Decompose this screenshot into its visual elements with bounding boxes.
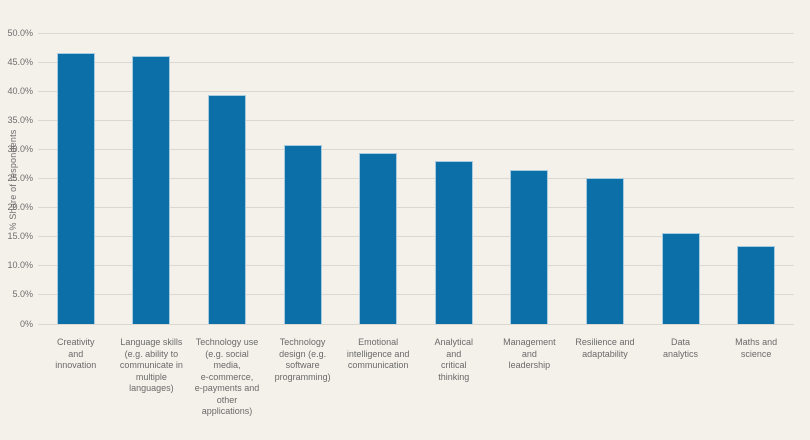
y-tick-label: 30.0% (7, 143, 33, 154)
x-category-label: Maths and science (735, 337, 778, 359)
bar-column (718, 33, 794, 324)
bar-column (492, 33, 568, 324)
bar (132, 56, 171, 324)
x-category-label: Technology design (e.g. software program… (274, 337, 331, 382)
gridline (38, 294, 794, 296)
x-category-label: Technology use (e.g. social media, e-com… (194, 337, 260, 416)
gridline (38, 61, 794, 63)
gridline (38, 265, 794, 267)
gridline (38, 207, 794, 209)
x-category-label: Creativity and innovation (55, 337, 97, 370)
y-tick-label: 35.0% (7, 114, 33, 125)
bar (510, 169, 549, 324)
y-tick-label: 0% (19, 318, 33, 329)
y-tick-label: 15.0% (7, 231, 33, 242)
y-tick-label: 20.0% (7, 202, 33, 213)
y-tick-label: 40.0% (7, 85, 33, 96)
bar (283, 144, 322, 324)
bar (434, 161, 473, 324)
gridline (38, 148, 794, 150)
y-tick-label: 45.0% (7, 56, 33, 67)
x-category-label: Resilience and adaptability (575, 337, 635, 359)
bar-column (643, 33, 719, 324)
bars-row (38, 33, 794, 324)
bar-column (38, 33, 114, 324)
y-tick-label: 5.0% (12, 289, 33, 300)
y-tick-label: 50.0% (7, 27, 33, 38)
bar (56, 52, 95, 324)
x-category-label: Analytical and critical thinking (434, 337, 474, 382)
gridline (38, 323, 794, 325)
plot-area (38, 32, 794, 325)
x-category-label: Management and leadership (503, 337, 556, 370)
bar-column (416, 33, 492, 324)
gridline (38, 119, 794, 121)
gridline (38, 32, 794, 34)
bar (737, 246, 776, 324)
bar-column (189, 33, 265, 324)
bar-column (340, 33, 416, 324)
gridline (38, 236, 794, 238)
y-tick-label: 10.0% (7, 260, 33, 271)
bar (661, 233, 700, 324)
x-category-label: Language skills (e.g. ability to communi… (119, 337, 183, 393)
x-category-label: Emotional intelligence and communication (346, 337, 410, 370)
bar (585, 177, 624, 324)
bar-column (265, 33, 341, 324)
gridline (38, 178, 794, 179)
gridline (38, 90, 794, 92)
bar-column (114, 33, 190, 324)
bar (207, 94, 246, 324)
bar (359, 152, 398, 324)
y-tick-label: 25.0% (7, 173, 33, 183)
x-category-label: Data analytics (663, 337, 699, 359)
bar-column (567, 33, 643, 324)
x-axis-labels: Creativity and innovation Language skills… (38, 337, 794, 418)
